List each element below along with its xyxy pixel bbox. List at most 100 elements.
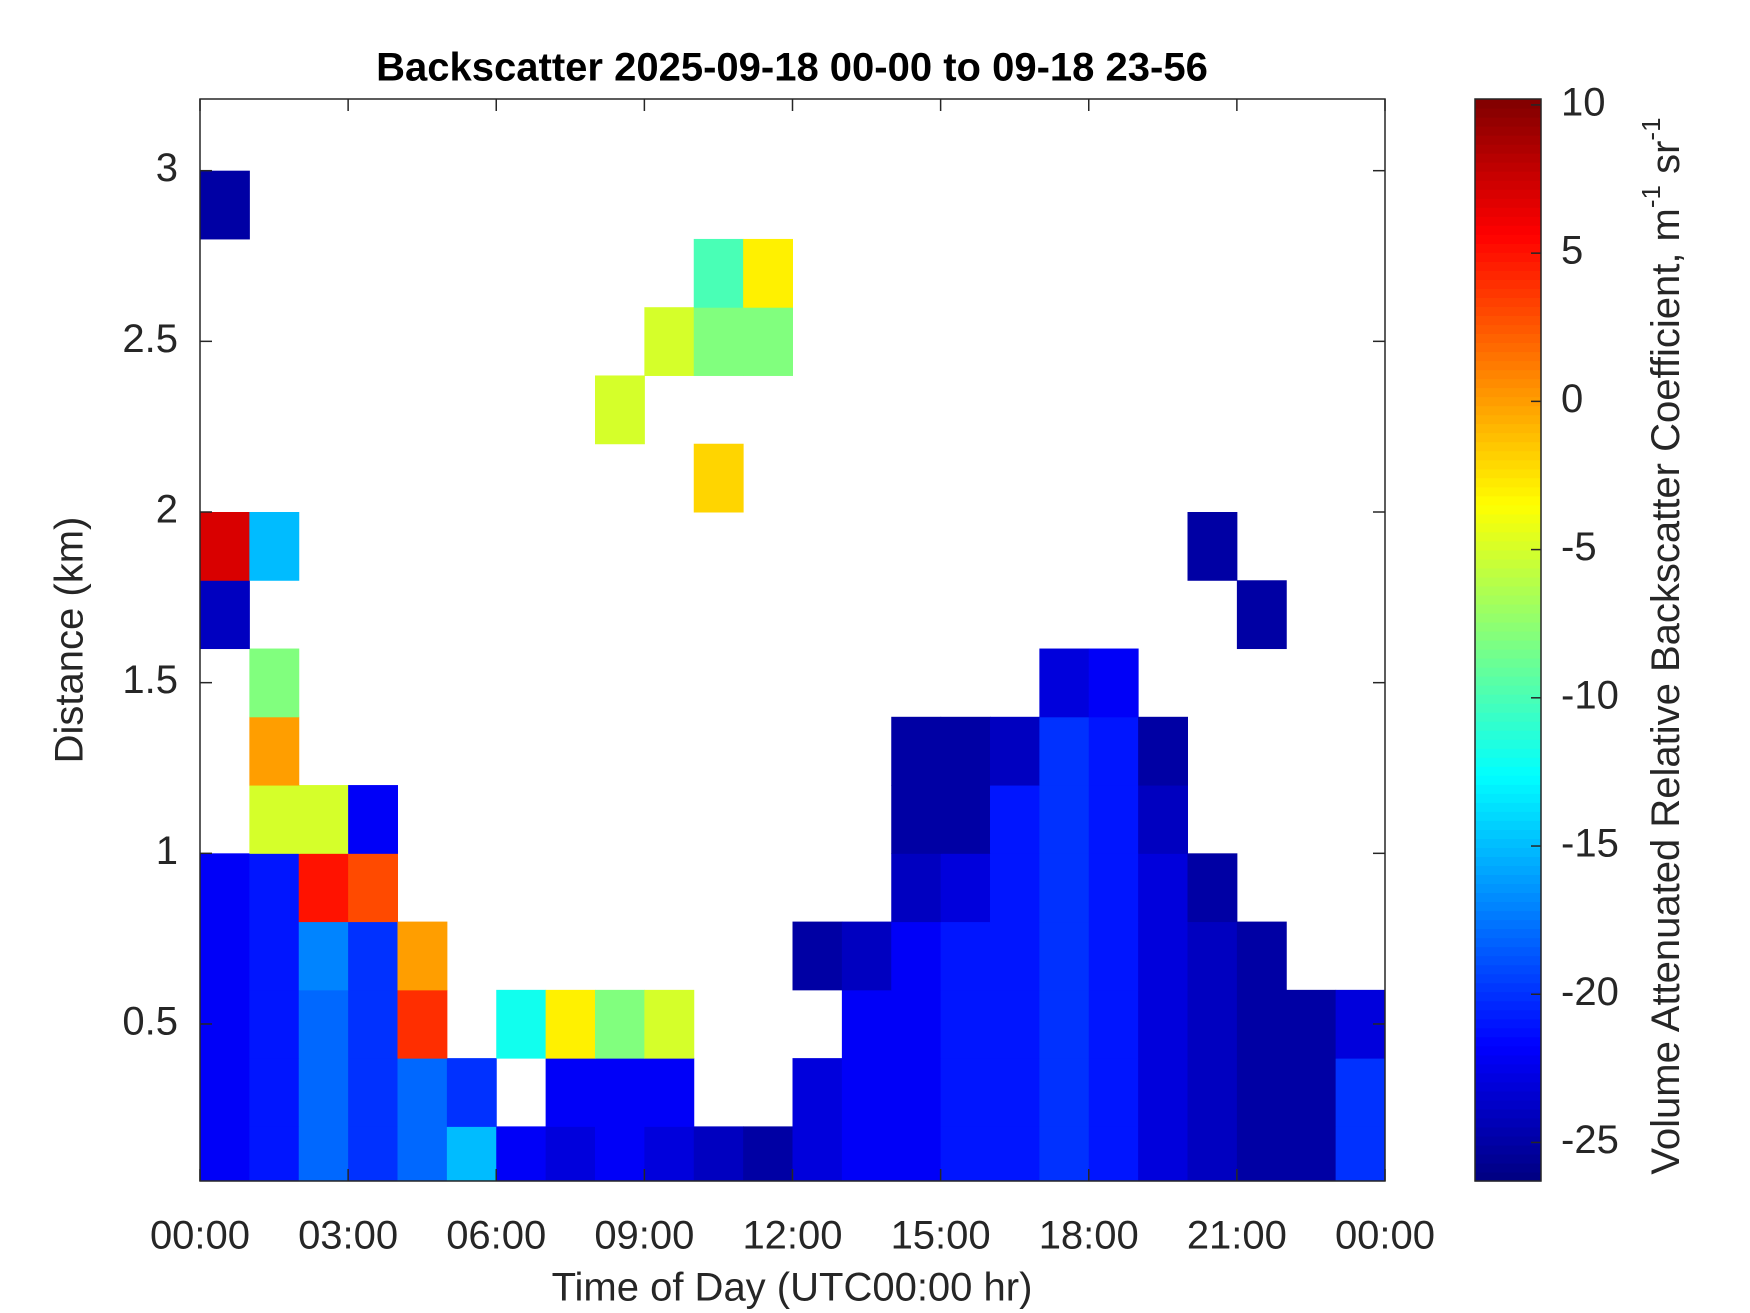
heatmap-cell [1039, 921, 1090, 991]
colorbar-swatch [1475, 712, 1541, 722]
heatmap-cell [891, 785, 942, 854]
heatmap-cell [1039, 853, 1090, 923]
colorbar-swatch [1475, 1018, 1541, 1029]
colorbar-swatch [1475, 459, 1541, 470]
heatmap [200, 170, 1385, 1181]
colorbar-swatch [1475, 856, 1541, 867]
colorbar-swatch [1475, 775, 1541, 785]
heatmap-cell [298, 921, 349, 991]
colorbar-swatch [1475, 946, 1541, 957]
heatmap-cell [1088, 785, 1139, 854]
colorbar-swatch [1475, 414, 1541, 425]
heatmap-cell [348, 989, 398, 1059]
heatmap-cell [397, 989, 448, 1059]
heatmap-cell [1138, 921, 1188, 991]
colorbar-swatch [1475, 387, 1541, 398]
colorbar-tick-label: -10 [1561, 673, 1619, 717]
heatmap-cell [1088, 648, 1139, 718]
heatmap-cell [1039, 785, 1090, 854]
colorbar-swatch [1475, 531, 1541, 542]
heatmap-cell [249, 512, 300, 581]
colorbar-swatch [1475, 576, 1541, 587]
colorbar-swatch [1475, 703, 1541, 713]
heatmap-cell [1236, 580, 1287, 650]
colorbar-swatch [1475, 369, 1541, 380]
heatmap-cell [1236, 921, 1287, 991]
heatmap-cell [200, 1058, 250, 1127]
heatmap-cell [446, 1126, 497, 1181]
heatmap-cell [841, 989, 892, 1059]
colorbar-swatch [1475, 468, 1541, 479]
colorbar-swatch [1475, 153, 1541, 163]
heatmap-cell [743, 1126, 793, 1181]
heatmap-cell [595, 989, 645, 1059]
heatmap-cell [1187, 1126, 1238, 1181]
colorbar-swatch [1475, 1153, 1541, 1164]
heatmap-cell [644, 1126, 695, 1181]
colorbar-swatch [1475, 243, 1541, 253]
heatmap-cell [200, 853, 250, 923]
heatmap-cell [940, 921, 991, 991]
colorbar-swatch [1475, 865, 1541, 876]
heatmap-cell [397, 1126, 448, 1181]
colorbar-swatch [1475, 928, 1541, 939]
colorbar: -25 -20 -15 -10 -5 0 5 10 [1474, 80, 1619, 1182]
colorbar-swatch [1475, 685, 1541, 695]
heatmap-cell [940, 785, 991, 854]
heatmap-cell [348, 785, 398, 854]
heatmap-cell [1286, 989, 1337, 1059]
x-tick-label: 00:00 [150, 1214, 250, 1258]
heatmap-cell [792, 1058, 843, 1127]
colorbar-swatch [1475, 739, 1541, 749]
heatmap-cell [348, 853, 398, 923]
heatmap-cell [1138, 716, 1188, 786]
heatmap-cell [841, 921, 892, 991]
colorbar-swatch [1475, 1009, 1541, 1020]
colorbar-swatch [1475, 1099, 1541, 1110]
heatmap-cell [743, 238, 793, 308]
colorbar-swatch [1475, 594, 1541, 605]
heatmap-cell [1335, 1058, 1385, 1127]
colorbar-swatch [1475, 315, 1541, 326]
colorbar-swatch [1475, 378, 1541, 389]
heatmap-cell [249, 785, 300, 854]
heatmap-cell [1187, 512, 1238, 581]
heatmap-cell [595, 1058, 645, 1127]
heatmap-cell [348, 1058, 398, 1127]
heatmap-cell [1039, 716, 1090, 786]
colorbar-swatch [1475, 630, 1541, 641]
colorbar-swatch [1475, 874, 1541, 885]
colorbar-swatch [1475, 730, 1541, 740]
colorbar-swatch [1475, 1108, 1541, 1119]
colorbar-swatch [1475, 658, 1541, 668]
colorbar-swatch [1475, 396, 1541, 407]
heatmap-cell [545, 1126, 596, 1181]
colorbar-tick-label: 0 [1561, 377, 1583, 421]
colorbar-swatch [1475, 1126, 1541, 1137]
heatmap-cell [249, 716, 300, 786]
heatmap-cell [940, 716, 991, 786]
heatmap-cell [891, 1126, 942, 1181]
colorbar-swatch [1475, 757, 1541, 767]
heatmap-cell [1187, 853, 1238, 923]
colorbar-swatch [1475, 549, 1541, 560]
colorbar-swatch [1475, 234, 1541, 244]
heatmap-cell [990, 716, 1040, 786]
colorbar-swatch [1475, 486, 1541, 497]
y-axis-label: Distance (km) [48, 517, 92, 764]
colorbar-swatch [1475, 279, 1541, 289]
colorbar-swatch [1475, 1162, 1541, 1173]
colorbar-swatch [1475, 838, 1541, 848]
heatmap-cell [1138, 1058, 1188, 1127]
y-tick-label: 1.5 [122, 658, 178, 702]
heatmap-cell [348, 1126, 398, 1181]
colorbar-swatch [1475, 180, 1541, 190]
y-tick-label: 1 [156, 829, 178, 873]
colorbar-swatch [1475, 324, 1541, 335]
colorbar-swatch [1475, 919, 1541, 930]
heatmap-cell [545, 1058, 596, 1127]
x-tick-label: 09:00 [594, 1214, 694, 1258]
x-tick-label: 00:00 [1335, 1214, 1435, 1258]
colorbar-swatch [1475, 1090, 1541, 1101]
colorbar-swatch [1475, 991, 1541, 1002]
